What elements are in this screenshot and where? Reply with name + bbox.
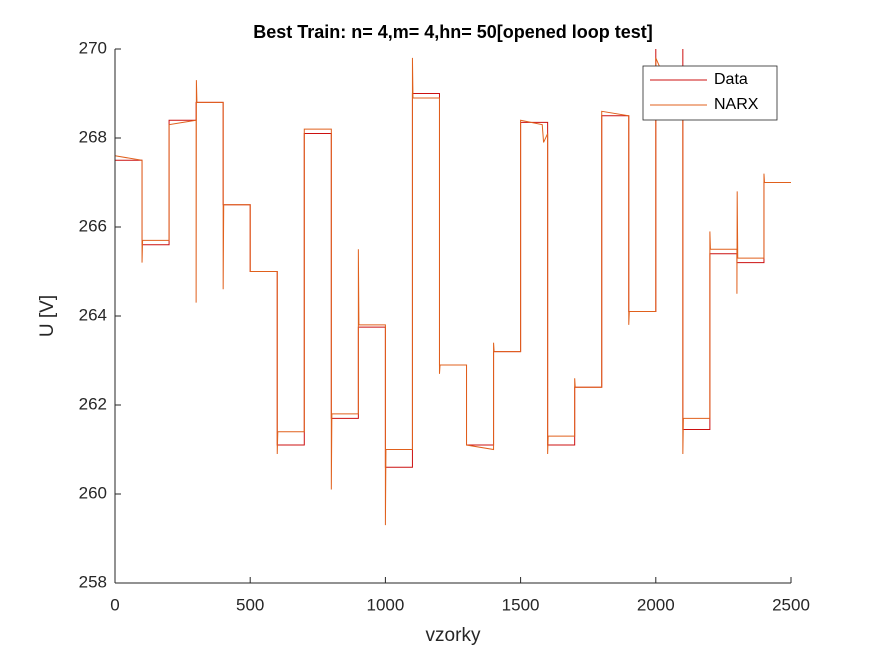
- y-tick-label: 262: [79, 394, 107, 413]
- y-tick-label: 258: [79, 572, 107, 591]
- x-tick-label: 0: [110, 595, 119, 614]
- x-tick-label: 1500: [502, 595, 540, 614]
- y-tick-label: 260: [79, 483, 107, 502]
- legend-label: NARX: [714, 96, 759, 113]
- x-tick-label: 500: [236, 595, 264, 614]
- x-tick-label: 2500: [772, 595, 810, 614]
- legend-box: [642, 65, 778, 121]
- y-tick-label: 266: [79, 216, 107, 235]
- x-axis-label: vzorky: [426, 625, 481, 646]
- y-tick-label: 264: [79, 305, 107, 324]
- chart-title: Best Train: n= 4,m= 4,hn= 50[opened loop…: [253, 22, 653, 42]
- series-line: [115, 57, 791, 526]
- x-tick-label: 1000: [366, 595, 404, 614]
- plot-area: [115, 49, 791, 526]
- y-tick-label: 268: [79, 127, 107, 146]
- y-tick-label: 270: [79, 38, 107, 57]
- legend-label: Data: [714, 71, 748, 88]
- y-axis-label: U [V]: [37, 295, 58, 337]
- x-tick-label: 2000: [637, 595, 675, 614]
